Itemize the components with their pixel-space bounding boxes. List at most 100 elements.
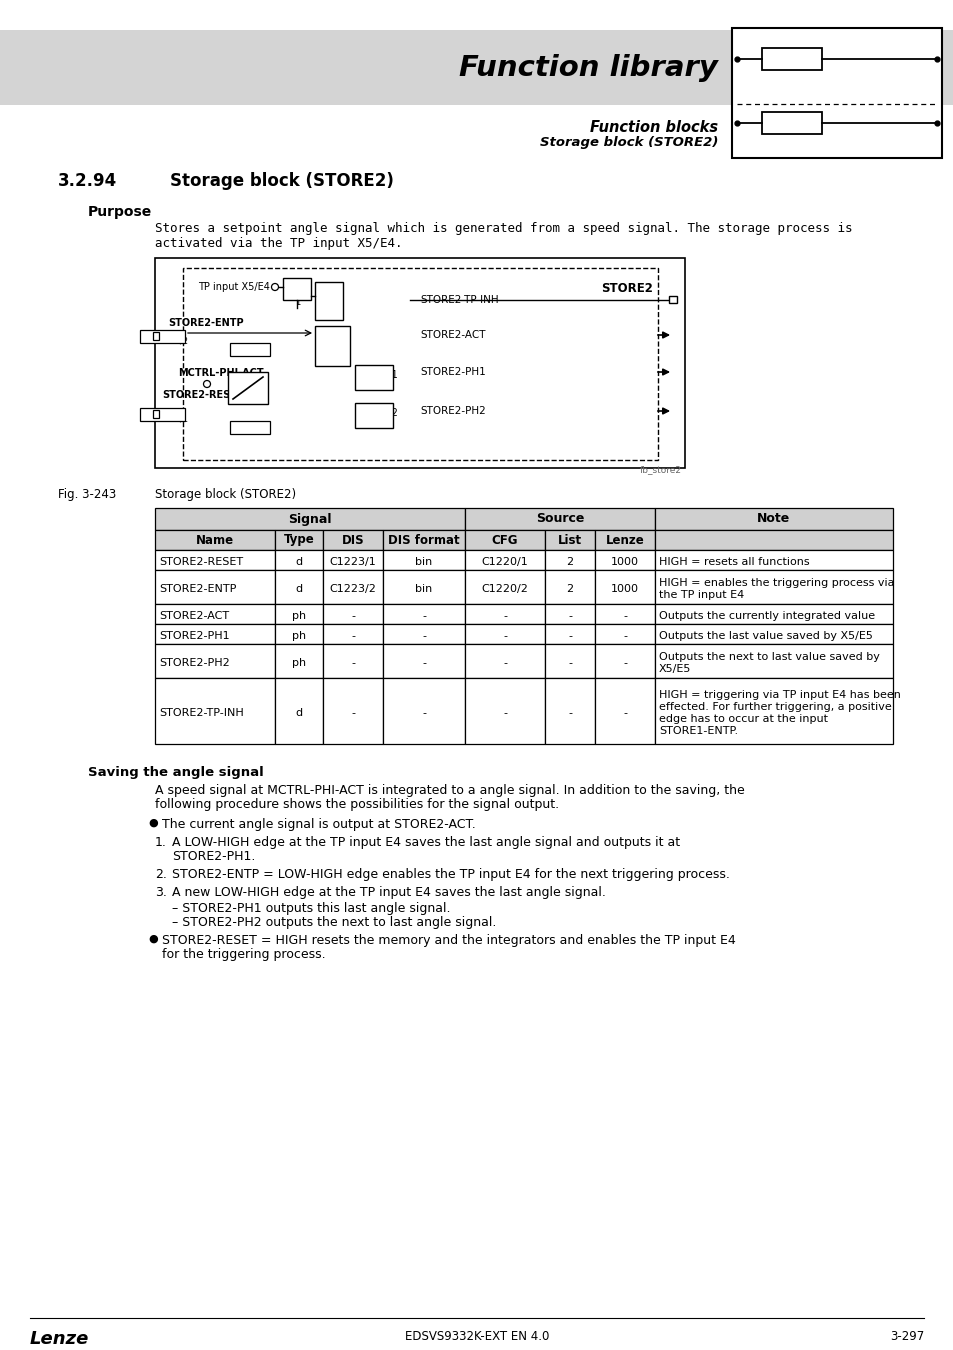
Text: -: - xyxy=(567,612,572,621)
Bar xyxy=(274,570,323,603)
Bar xyxy=(274,549,323,570)
Text: A LOW-HIGH edge at the TP input E4 saves the last angle signal and outputs it at: A LOW-HIGH edge at the TP input E4 saves… xyxy=(172,836,679,849)
Text: HIGH = resets all functions: HIGH = resets all functions xyxy=(659,558,809,567)
Bar xyxy=(731,28,941,158)
Text: EDSVS9332K-EXT EN 4.0: EDSVS9332K-EXT EN 4.0 xyxy=(404,1330,549,1343)
Text: fb_store2: fb_store2 xyxy=(639,464,681,474)
Text: STORE1-ENTP.: STORE1-ENTP. xyxy=(659,726,738,736)
Bar xyxy=(544,549,595,570)
Bar xyxy=(274,624,323,644)
Text: – STORE2-PH2 outputs the next to last angle signal.: – STORE2-PH2 outputs the next to last an… xyxy=(172,917,496,929)
Text: C1223/1: C1223/1 xyxy=(330,558,376,567)
Bar xyxy=(544,624,595,644)
Bar xyxy=(323,570,382,603)
Text: Note: Note xyxy=(757,513,790,525)
Bar xyxy=(323,531,382,549)
Text: STORE2: STORE2 xyxy=(600,282,652,296)
Bar xyxy=(595,570,655,603)
Text: Lenze: Lenze xyxy=(30,1330,90,1349)
Text: The current angle signal is output at STORE2-ACT.: The current angle signal is output at ST… xyxy=(162,818,476,832)
Bar xyxy=(228,373,268,404)
Bar xyxy=(595,678,655,744)
Text: Storage block (STORE2): Storage block (STORE2) xyxy=(154,487,295,501)
Text: Name: Name xyxy=(195,533,233,547)
Text: STORE2-RESET = HIGH resets the memory and the integrators and enables the TP inp: STORE2-RESET = HIGH resets the memory an… xyxy=(162,934,735,946)
Bar xyxy=(655,624,892,644)
Text: ●: ● xyxy=(148,818,157,828)
Text: C1223/2: C1223/2 xyxy=(233,350,267,358)
Bar xyxy=(655,644,892,678)
Text: edge has to occur at the input: edge has to occur at the input xyxy=(659,714,827,724)
Text: 1000: 1000 xyxy=(610,585,639,594)
Text: Outputs the next to last value saved by: Outputs the next to last value saved by xyxy=(659,652,879,662)
Text: STORE2-ENTP: STORE2-ENTP xyxy=(159,585,236,594)
Bar xyxy=(595,531,655,549)
Text: C1223/1: C1223/1 xyxy=(233,427,267,436)
Text: STORE2-ACT: STORE2-ACT xyxy=(419,329,485,340)
Bar xyxy=(655,570,892,603)
Text: activated via the TP input X5/E4.: activated via the TP input X5/E4. xyxy=(154,238,402,250)
Text: ≥1: ≥1 xyxy=(323,336,340,346)
Bar xyxy=(230,421,270,433)
Bar xyxy=(595,624,655,644)
Text: STORE2-PH1: STORE2-PH1 xyxy=(419,367,485,377)
Text: bin: bin xyxy=(415,558,432,567)
Text: STORE2-PH1: STORE2-PH1 xyxy=(159,630,230,641)
Text: -: - xyxy=(622,657,626,668)
Text: CFG: CFG xyxy=(491,533,517,547)
Bar xyxy=(761,112,821,134)
Bar xyxy=(464,531,544,549)
Bar xyxy=(314,325,350,366)
Text: bin: bin xyxy=(415,585,432,594)
Bar xyxy=(382,531,464,549)
Text: MCTRL-PHI-ACT: MCTRL-PHI-ACT xyxy=(178,369,263,378)
Bar xyxy=(595,644,655,678)
Text: Lenze: Lenze xyxy=(605,533,643,547)
Text: -: - xyxy=(622,630,626,641)
Text: C: C xyxy=(357,369,363,378)
Text: -: - xyxy=(622,707,626,718)
Text: -: - xyxy=(421,612,426,621)
Text: STORE2-ENTP: STORE2-ENTP xyxy=(168,319,244,328)
Bar xyxy=(382,603,464,624)
Text: STORE2-TP-INH: STORE2-TP-INH xyxy=(159,707,244,718)
Bar xyxy=(355,364,393,390)
Text: Storage block (STORE2): Storage block (STORE2) xyxy=(170,171,394,190)
Text: 3-297: 3-297 xyxy=(889,1330,923,1343)
Text: STORE2-PH2: STORE2-PH2 xyxy=(419,406,485,416)
Bar xyxy=(323,644,382,678)
Text: List: List xyxy=(558,533,581,547)
Bar xyxy=(382,624,464,644)
Bar xyxy=(544,603,595,624)
Bar xyxy=(544,678,595,744)
Bar xyxy=(655,508,892,531)
Text: -: - xyxy=(351,707,355,718)
Bar xyxy=(544,570,595,603)
Bar xyxy=(0,30,953,105)
Text: C1220/2: C1220/2 xyxy=(153,336,189,346)
Text: C1223/2: C1223/2 xyxy=(329,585,376,594)
Text: 2: 2 xyxy=(566,558,573,567)
Text: Function blocks: Function blocks xyxy=(589,120,718,135)
Bar xyxy=(761,49,821,70)
Bar xyxy=(464,624,544,644)
Text: for the triggering process.: for the triggering process. xyxy=(162,948,325,961)
Text: Function library: Function library xyxy=(458,54,718,82)
Text: -: - xyxy=(351,612,355,621)
Bar xyxy=(183,269,658,460)
Bar xyxy=(464,644,544,678)
Bar xyxy=(464,549,544,570)
Text: -: - xyxy=(567,630,572,641)
Text: ph: ph xyxy=(292,612,306,621)
Text: ph: ph xyxy=(292,630,306,641)
Text: R: R xyxy=(317,354,324,363)
Text: Saving the angle signal: Saving the angle signal xyxy=(88,765,263,779)
Bar xyxy=(655,678,892,744)
Text: the TP input E4: the TP input E4 xyxy=(659,590,743,599)
Text: Outputs the last value saved by X5/E5: Outputs the last value saved by X5/E5 xyxy=(659,630,872,641)
Text: Storage block (STORE2): Storage block (STORE2) xyxy=(539,136,718,148)
Bar xyxy=(283,278,311,300)
Text: Source: Source xyxy=(536,513,583,525)
Text: Reg1: Reg1 xyxy=(373,370,397,379)
Text: STORE2-PH2: STORE2-PH2 xyxy=(159,657,230,668)
